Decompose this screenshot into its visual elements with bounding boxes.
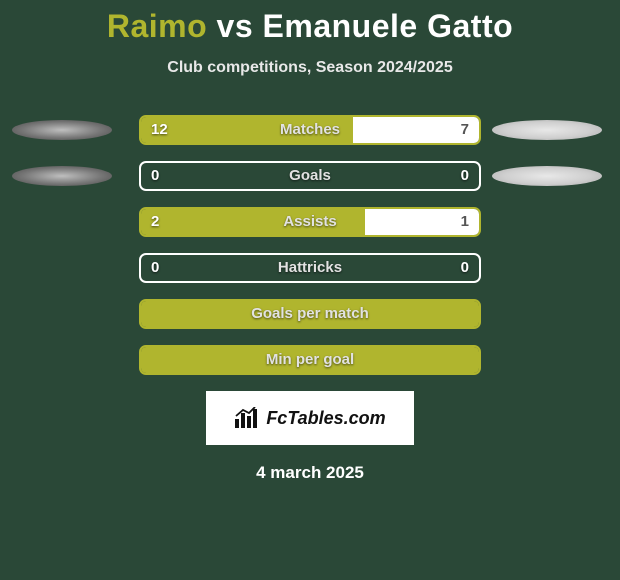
stat-bar-track: Matches12 7 [139, 115, 481, 145]
stat-label: Goals [141, 163, 479, 189]
stat-row: Hattricks0 0 [0, 253, 620, 283]
comparison-title: Raimo vs Emanuele Gatto [0, 0, 620, 45]
value-player-b: 0 [461, 255, 469, 281]
stat-row: Min per goal [0, 345, 620, 375]
player-a-shadow-icon [12, 166, 112, 186]
bars-icon [234, 407, 260, 429]
value-player-a: 0 [151, 163, 159, 189]
stat-bar-track: Goals per match [139, 299, 481, 329]
value-player-a: 12 [151, 117, 168, 143]
stat-bar-track: Assists2 1 [139, 207, 481, 237]
stat-bar-track: Goals0 0 [139, 161, 481, 191]
player-a-shadow-icon [12, 120, 112, 140]
value-player-b: 1 [461, 209, 469, 235]
player-a-name: Raimo [107, 8, 207, 44]
stat-label: Assists [141, 209, 479, 235]
stat-label: Hattricks [141, 255, 479, 281]
value-player-a: 0 [151, 255, 159, 281]
stat-row: Assists2 1 [0, 207, 620, 237]
stat-row: Goals per match [0, 299, 620, 329]
stat-label: Goals per match [141, 301, 479, 327]
comparison-chart: Matches127Goals00Assists21Hattricks00Goa… [0, 115, 620, 375]
stat-row: Matches12 7 [0, 115, 620, 145]
player-b-name: Emanuele Gatto [263, 8, 514, 44]
value-player-b: 7 [461, 117, 469, 143]
vs-separator: vs [217, 8, 254, 44]
player-b-shadow-icon [492, 166, 602, 186]
subtitle: Club competitions, Season 2024/2025 [0, 59, 620, 77]
fctables-badge: FcTables.com [206, 391, 414, 445]
stat-bar-track: Min per goal [139, 345, 481, 375]
stat-label: Min per goal [141, 347, 479, 373]
stat-bar-track: Hattricks0 0 [139, 253, 481, 283]
stat-row: Goals0 0 [0, 161, 620, 191]
value-player-b: 0 [461, 163, 469, 189]
player-b-shadow-icon [492, 120, 602, 140]
value-player-a: 2 [151, 209, 159, 235]
fctables-label: FcTables.com [266, 408, 385, 429]
stat-label: Matches [141, 117, 479, 143]
date-label: 4 march 2025 [0, 463, 620, 483]
